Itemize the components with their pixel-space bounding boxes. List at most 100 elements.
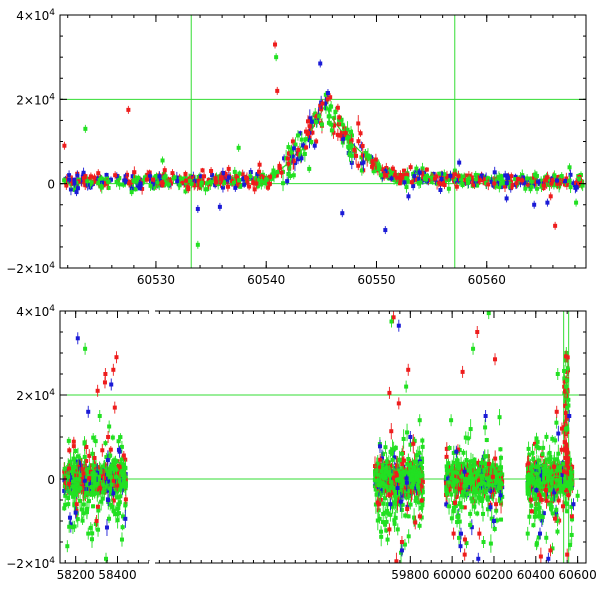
top-data-point <box>99 184 104 189</box>
top-data-point <box>127 181 132 186</box>
top-data-point <box>62 178 67 183</box>
top-y-tick-label: −2×104 <box>6 261 55 276</box>
bottom-data-point <box>378 497 383 502</box>
top-outlier-point <box>273 42 278 47</box>
top-data-point <box>314 119 319 124</box>
top-data-point <box>363 153 368 158</box>
top-data-point <box>255 171 260 176</box>
bottom-data-point <box>103 441 108 446</box>
top-data-point <box>272 174 277 179</box>
top-data-point <box>271 168 276 173</box>
top-data-point <box>567 165 572 170</box>
top-data-point <box>117 176 122 181</box>
top-data-point <box>450 174 455 179</box>
top-data-point <box>245 180 250 185</box>
bottom-data-point <box>119 444 124 449</box>
bottom-data-point <box>66 438 71 443</box>
top-data-point <box>402 180 407 185</box>
top-outlier-point <box>226 166 231 171</box>
bottom-data-point <box>71 494 76 499</box>
top-data-point <box>244 175 249 180</box>
top-data-point <box>513 177 518 182</box>
bottom-data-point <box>84 490 89 495</box>
top-data-point <box>183 171 188 176</box>
bottom-data-point <box>109 482 114 487</box>
top-data-point <box>397 181 402 186</box>
top-data-point <box>492 181 497 186</box>
bottom-data-point <box>84 466 89 471</box>
top-data-point <box>219 175 224 180</box>
top-data-point <box>408 165 413 170</box>
bottom-data-point <box>63 502 68 507</box>
top-data-point <box>257 169 262 174</box>
top-data-point <box>482 175 487 180</box>
bottom-data-point <box>413 459 418 464</box>
top-data-point <box>532 182 537 187</box>
bottom-data-point <box>77 472 82 477</box>
top-data-point <box>562 179 567 184</box>
top-data-point <box>505 173 510 178</box>
top-data-point <box>518 175 523 180</box>
top-data-point <box>503 173 508 178</box>
top-data-point <box>489 179 494 184</box>
bottom-data-point <box>89 485 94 490</box>
bottom-data-point <box>66 496 71 501</box>
top-data-point <box>376 163 381 168</box>
top-outlier-point <box>209 169 214 174</box>
top-data-point <box>425 173 430 178</box>
top-data-point <box>535 186 540 191</box>
bottom-data-point <box>78 498 83 503</box>
top-data-point <box>541 183 546 188</box>
top-data-point <box>154 173 159 178</box>
top-data-point <box>287 164 292 169</box>
top-data-point <box>72 181 77 186</box>
bottom-data-point <box>111 478 116 483</box>
bottom-data-point <box>106 488 111 493</box>
bottom-data-point <box>109 466 114 471</box>
top-data-point <box>567 178 572 183</box>
top-data-point <box>492 178 497 183</box>
top-data-point <box>64 183 69 188</box>
top-data-point <box>266 185 271 190</box>
top-data-point <box>85 179 90 184</box>
top-data-point <box>200 168 205 173</box>
top-data-point <box>431 171 436 176</box>
top-data-point <box>370 159 375 164</box>
top-data-point <box>453 172 458 177</box>
bottom-data-point <box>389 464 394 469</box>
top-data-point <box>106 185 111 190</box>
bottom-data-point <box>412 439 417 444</box>
top-data-point <box>555 181 560 186</box>
bottom-data-point <box>93 466 98 471</box>
top-data-point <box>88 176 93 181</box>
top-data-point <box>296 152 301 157</box>
top-outlier-point <box>257 162 262 167</box>
top-data-point <box>313 111 318 116</box>
bottom-data-point <box>381 452 386 457</box>
top-data-point <box>83 174 88 179</box>
top-data-point <box>466 180 471 185</box>
top-data-point <box>76 179 81 184</box>
top-data-point <box>535 179 540 184</box>
top-data-point <box>400 174 405 179</box>
bottom-data-point <box>91 504 96 509</box>
top-data-point <box>392 177 397 182</box>
top-data-point <box>248 170 253 175</box>
top-data-point <box>88 174 93 179</box>
top-outlier-point <box>307 166 312 171</box>
top-data-point <box>564 176 569 181</box>
bottom-data-point <box>420 480 425 485</box>
top-data-point <box>571 181 576 186</box>
top-plot-area <box>60 15 586 268</box>
top-data-point <box>155 180 160 185</box>
bottom-data-point <box>70 479 75 484</box>
top-data-point <box>268 174 273 179</box>
top-outlier-point <box>195 206 200 211</box>
bottom-data-point <box>406 493 411 498</box>
bottom-data-point <box>82 464 87 469</box>
top-data-point <box>486 182 491 187</box>
top-outlier-point <box>328 95 333 100</box>
bottom-data-point <box>94 483 99 488</box>
top-outlier-point <box>520 178 525 183</box>
